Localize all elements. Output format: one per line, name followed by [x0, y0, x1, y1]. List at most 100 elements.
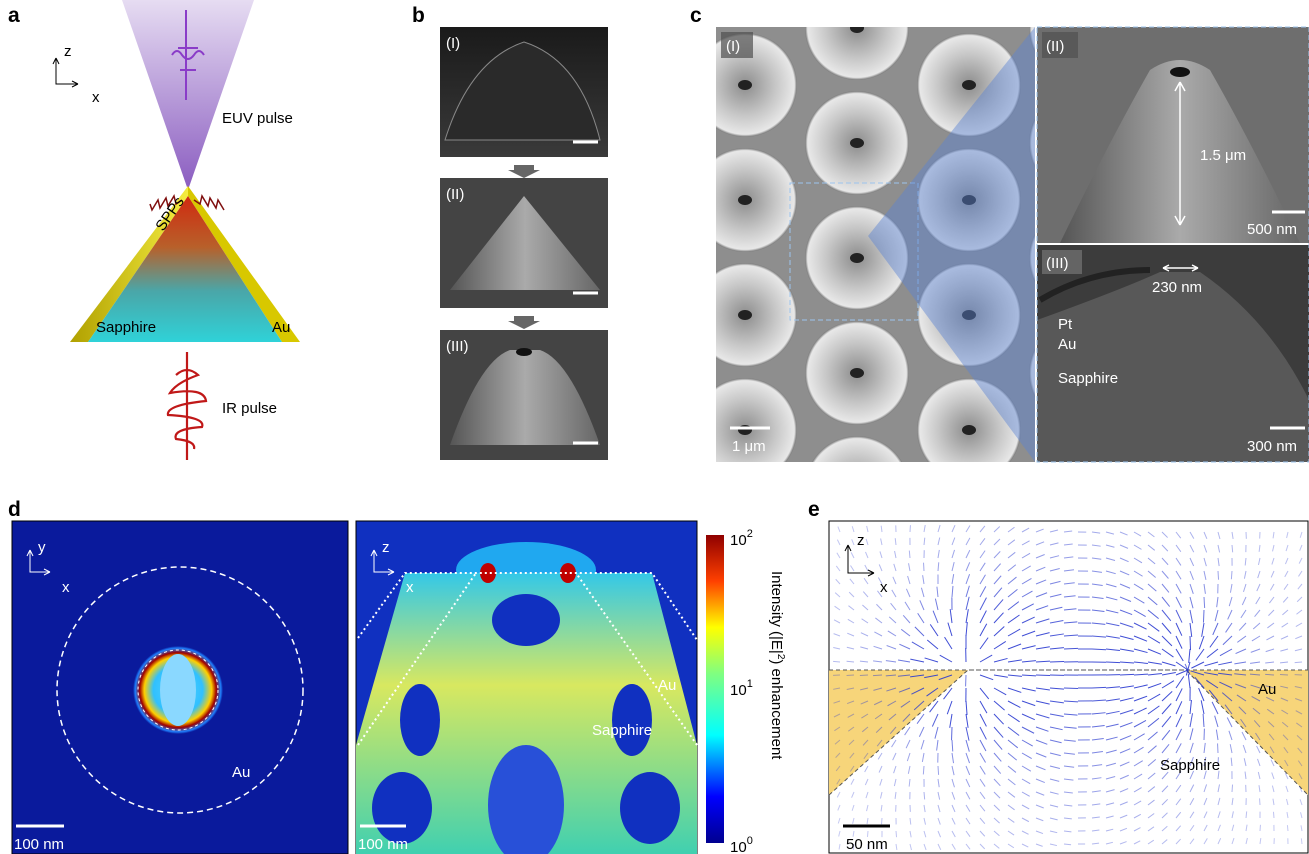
field-arrow — [909, 551, 910, 558]
field-arrow — [1246, 811, 1247, 818]
label: Sapphire — [96, 319, 156, 336]
euv-cone — [122, 0, 254, 190]
arrow — [508, 316, 540, 329]
figure: a z x EUV pulse SPPs Sapphire Au IR puls… — [0, 0, 1309, 854]
axis-label: x — [62, 579, 70, 596]
hotspot — [480, 563, 496, 583]
hole — [738, 80, 752, 90]
axis-label: y — [38, 539, 46, 556]
tag: (III) — [446, 338, 469, 355]
colorbar-tick: 100 — [730, 835, 753, 854]
tick-base: 10 — [730, 682, 747, 699]
axis-label: z — [64, 43, 72, 60]
field-arrow — [1064, 688, 1078, 689]
field-arrow — [1050, 661, 1064, 662]
label: Au — [232, 764, 250, 781]
scale-label: 300 nm — [1247, 438, 1297, 455]
field-arrow — [1036, 675, 1050, 676]
axis-label: x — [880, 579, 888, 596]
label: IR pulse — [222, 400, 277, 417]
field-node — [492, 594, 560, 646]
panel-label: c — [690, 4, 702, 27]
label: Au — [1258, 681, 1276, 698]
axis-label: x — [92, 89, 100, 106]
panel-label: e — [808, 498, 820, 521]
field-arrow — [1064, 648, 1078, 649]
tick-base: 10 — [730, 532, 747, 549]
tag: (III) — [1046, 255, 1069, 272]
field-node — [620, 772, 680, 844]
hole — [1074, 483, 1088, 493]
dimension: 230 nm — [1152, 279, 1202, 296]
axis-label: x — [406, 579, 414, 596]
scale-label: 1 μm — [732, 438, 766, 455]
tag: (I) — [726, 38, 740, 55]
hole — [850, 23, 864, 33]
field-arrow — [1092, 687, 1106, 688]
label: EUV pulse — [222, 110, 293, 127]
panel-label: b — [412, 4, 425, 27]
field-arrow — [1265, 674, 1274, 675]
field-arrow — [833, 661, 840, 662]
tag: (II) — [1046, 38, 1064, 55]
scale-label: 100 nm — [14, 836, 64, 853]
field-arrow — [1280, 674, 1288, 675]
axis-label: z — [382, 539, 390, 556]
scale-label: 50 nm — [846, 836, 888, 853]
hole — [738, 195, 752, 205]
field-arrow — [847, 661, 854, 662]
title-part: ) enhancement — [768, 659, 785, 760]
tag: (I) — [446, 35, 460, 52]
field-arrow — [1301, 838, 1302, 844]
tick-base: 10 — [730, 839, 747, 854]
label: Sapphire — [1160, 757, 1220, 774]
hole — [850, 368, 864, 378]
hole — [850, 483, 864, 493]
title-part: Intensity (|E| — [768, 571, 785, 654]
field-arrow — [1218, 571, 1219, 580]
hotspot — [560, 563, 576, 583]
field-arrow — [1203, 610, 1204, 623]
label: Au — [272, 319, 290, 336]
sem-cone — [917, 0, 1021, 22]
field-arrow — [1231, 571, 1232, 579]
tick-exp: 1 — [747, 678, 753, 690]
hotspot-core — [160, 654, 196, 726]
colorbar-tick: 102 — [730, 528, 753, 549]
axis-label: z — [857, 532, 865, 549]
sem-cone — [693, 0, 797, 22]
hole — [738, 310, 752, 320]
field-arrow — [1120, 674, 1134, 675]
axes — [53, 58, 78, 87]
field-arrow — [896, 831, 897, 837]
field-arrow — [1287, 825, 1288, 831]
label: Au — [1058, 336, 1076, 353]
hole — [516, 348, 532, 356]
field-arrow — [1106, 662, 1120, 663]
scale-label: 500 nm — [1247, 221, 1297, 238]
hole — [850, 253, 864, 263]
field-arrow — [860, 675, 868, 676]
field-arrow — [1232, 785, 1233, 792]
panel-label: d — [8, 498, 21, 521]
field-arrow — [938, 766, 939, 775]
tick-exp: 0 — [747, 835, 753, 847]
field-arrow — [924, 792, 925, 799]
field-node — [372, 772, 432, 844]
hole — [962, 425, 976, 435]
tag: (II) — [446, 186, 464, 203]
label: Sapphire — [1058, 370, 1118, 387]
field-arrow — [1273, 812, 1274, 818]
field-arrow — [1295, 662, 1302, 663]
dimension: 1.5 μm — [1200, 147, 1246, 164]
hole — [962, 80, 976, 90]
arrow — [508, 165, 540, 178]
field-node — [612, 684, 652, 756]
field-arrow — [923, 766, 924, 774]
colorbar — [706, 535, 724, 843]
field-arrow — [1232, 545, 1233, 552]
label: Au — [658, 677, 676, 694]
tick-exp: 2 — [747, 528, 753, 540]
ir-waveform — [168, 352, 206, 460]
field-arrow — [1204, 597, 1205, 608]
